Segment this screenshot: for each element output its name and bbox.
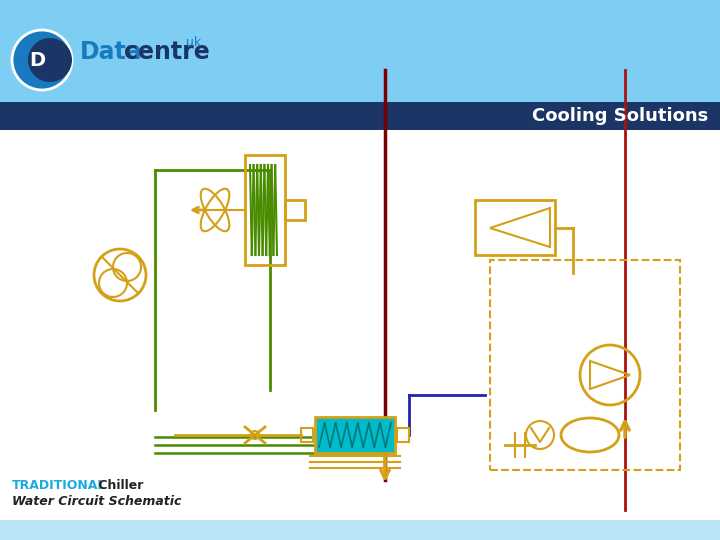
Circle shape [28,38,72,82]
Bar [0,130,720,520]
Bar [475,200,555,255]
Bar [315,417,395,453]
Bar [490,260,680,470]
Bar [0,520,720,540]
Bar [0,0,720,130]
Text: uk: uk [186,36,201,49]
Bar [0,102,720,130]
Text: centre: centre [124,40,210,64]
Text: Cooling Solutions: Cooling Solutions [532,107,708,125]
Circle shape [12,30,72,90]
Bar [397,428,409,442]
Bar [301,428,313,442]
Text: Water Circuit Schematic: Water Circuit Schematic [12,495,181,508]
Bar [285,200,305,220]
Bar [245,155,285,265]
Text: D: D [29,51,45,70]
Text: Chiller: Chiller [94,479,143,492]
Text: Data: Data [80,40,143,64]
Text: TRADITIONAL: TRADITIONAL [12,479,107,492]
